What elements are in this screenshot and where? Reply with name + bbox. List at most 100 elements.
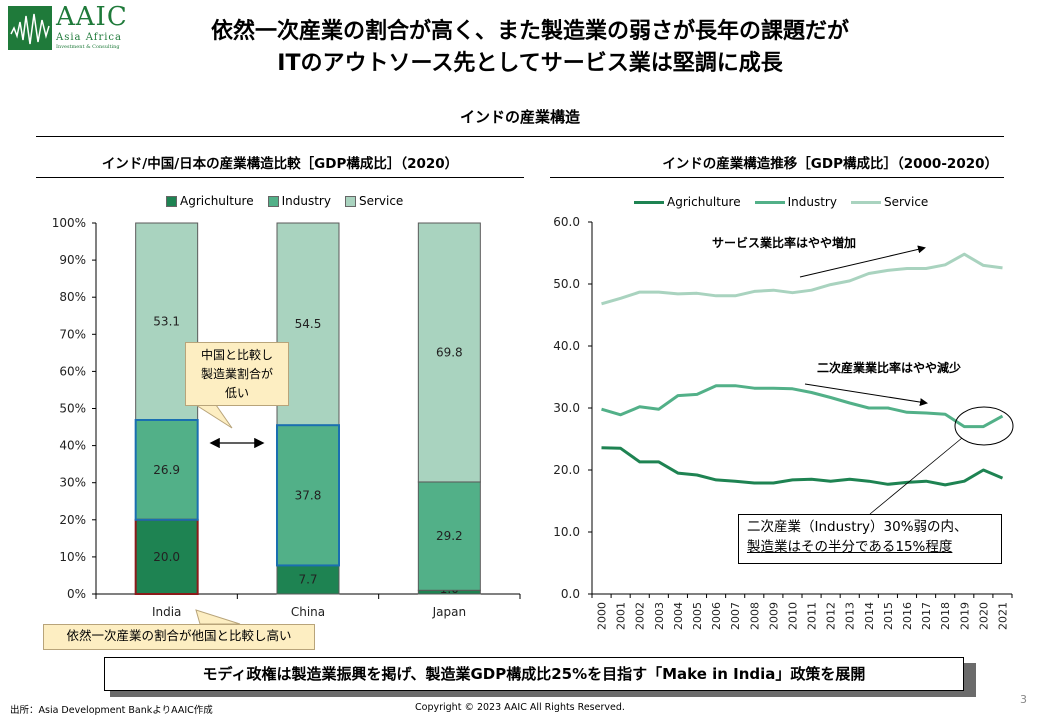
manufacturing-note: 二次産業（Industry）30%弱の内、 製造業はその半分である15%程度 <box>738 514 1002 564</box>
line-x-tick-label: 2009 <box>767 602 780 630</box>
line-chart-divider <box>550 177 1004 178</box>
line-y-tick-label: 50.0 <box>553 277 580 291</box>
section-divider <box>36 136 1004 137</box>
line-x-tick-label: 2005 <box>691 602 704 630</box>
annotation-industry-down: 二次産業業比率はやや減少 <box>817 361 962 375</box>
line-chart-legend: Agrichulture Industry Service <box>634 195 928 209</box>
legend-line <box>634 200 664 204</box>
line-y-tick-label: 30.0 <box>553 401 580 415</box>
line-y-tick-label: 0.0 <box>561 587 580 601</box>
bar-y-tick-label: 50% <box>59 402 86 416</box>
industry-trend-arrow <box>804 383 928 407</box>
legend-swatch <box>166 195 177 207</box>
legend-line <box>754 200 785 204</box>
service-trend-arrow <box>799 245 926 278</box>
legend-swatch <box>344 195 356 207</box>
india-industry-highlight <box>134 419 199 521</box>
line-x-tick-label: 2003 <box>653 602 666 630</box>
copyright: Copyright © 2023 AAIC All Rights Reserve… <box>415 702 625 713</box>
bar-segment-japan-service <box>417 222 481 483</box>
bar-data-label: 69.8 <box>436 345 463 359</box>
legend-line <box>850 200 881 204</box>
page-number: 3 <box>1020 693 1027 706</box>
logo-line2: Investment & Consulting <box>56 44 120 50</box>
annotation-service-up: サービス業比率はやや増加 <box>712 236 857 250</box>
line-x-tick-label: 2004 <box>672 602 685 630</box>
bar-y-tick-label: 80% <box>59 290 86 304</box>
line-y-tick-label: 40.0 <box>553 339 580 353</box>
line-x-tick-label: 2012 <box>825 602 838 630</box>
callout-agri-high: 依然一次産業の割合が他国と比較し高い <box>43 624 315 650</box>
bar-x-tick-label: Japan <box>432 605 466 619</box>
bar-y-tick-label: 90% <box>59 253 86 267</box>
line-y-tick-label: 10.0 <box>553 525 580 539</box>
bar-segment-china-industry <box>276 424 340 566</box>
bar-chart-divider <box>36 177 524 178</box>
bar-chart-legend: Agrichulture Industry Service <box>166 194 403 208</box>
bar-data-label: 29.2 <box>436 529 463 543</box>
bar-y-tick-label: 30% <box>59 476 86 490</box>
bar-data-label: 37.8 <box>295 488 322 502</box>
line-x-tick-label: 2016 <box>901 602 914 630</box>
legend-item-agriculture: Agrichulture <box>634 195 741 209</box>
line-x-tick-label: 2015 <box>882 602 895 630</box>
bar-segment-japan-industry <box>417 481 481 591</box>
logo-line1: Asia Africa <box>56 32 122 43</box>
bar-x-tick-label: China <box>291 605 325 619</box>
legend-item-agriculture: Agrichulture <box>166 194 254 208</box>
series-line-service <box>601 252 1003 306</box>
line-y-tick-label: 60.0 <box>553 215 580 229</box>
policy-banner: モディ政権は製造業振興を掲げ、製造業GDP構成比25%を目指す「Make in … <box>104 657 964 691</box>
legend-item-industry: Industry <box>754 195 837 209</box>
series-line-industry <box>601 384 1004 429</box>
page-title: 依然一次産業の割合が高く、また製造業の弱さが長年の課題だが ITのアウトソース先… <box>120 16 940 80</box>
line-y-tick-label: 20.0 <box>553 463 580 477</box>
bar-data-label: 20.0 <box>153 550 180 564</box>
bar-y-tick-label: 60% <box>59 364 86 378</box>
line-x-tick-label: 2008 <box>748 602 761 630</box>
bar-data-label: 7.7 <box>298 573 317 587</box>
note-leader-line <box>869 437 963 515</box>
line-x-tick-label: 2013 <box>844 602 857 630</box>
line-x-tick-label: 2019 <box>958 602 971 630</box>
line-x-tick-label: 2017 <box>920 602 933 630</box>
bar-y-tick-label: 10% <box>59 550 86 564</box>
line-chart-title: インドの産業構造推移［GDP構成比］（2000-2020） <box>662 156 998 172</box>
line-x-tick-label: 2007 <box>729 602 742 630</box>
title-line-2: ITのアウトソース先としてサービス業は堅調に成長 <box>277 51 783 76</box>
bar-segment-india-industry <box>135 419 199 521</box>
callout-china-compare: 中国と比較し 製造業割合が 低い <box>185 342 289 406</box>
legend-item-service: Service <box>344 194 403 208</box>
industry-dip-circle <box>954 406 1014 446</box>
bar-x-tick-label: India <box>152 605 181 619</box>
legend-swatch <box>267 195 279 207</box>
bar-data-label: 54.5 <box>295 317 322 331</box>
bar-y-tick-label: 20% <box>59 513 86 527</box>
line-x-tick-label: 2001 <box>615 602 628 630</box>
line-x-tick-label: 2010 <box>786 602 799 630</box>
bar-y-tick-label: 70% <box>59 327 86 341</box>
legend-item-service: Service <box>850 195 928 209</box>
series-line-agrichulture <box>601 446 1004 487</box>
bar-y-tick-label: 100% <box>52 216 86 230</box>
line-x-tick-label: 2002 <box>634 602 647 630</box>
section-title: インドの産業構造 <box>459 108 580 126</box>
china-industry-highlight <box>276 424 340 567</box>
bar-y-tick-label: 40% <box>59 439 86 453</box>
title-line-1: 依然一次産業の割合が高く、また製造業の弱さが長年の課題だが <box>210 19 849 44</box>
line-x-tick-label: 2020 <box>977 602 990 630</box>
bar-chart-title: インド/中国/日本の産業構造比較［GDP構成比］（2020） <box>101 156 459 172</box>
source-note: 出所：Asia Development BankよりAAIC作成 <box>10 705 213 716</box>
line-x-tick-label: 2021 <box>996 602 1009 630</box>
legend-item-industry: Industry <box>267 194 331 208</box>
logo-wave-icon <box>8 6 52 50</box>
logo-brand: AAIC <box>56 2 128 32</box>
line-x-tick-label: 2011 <box>806 602 819 630</box>
bar-y-tick-label: 0% <box>67 587 86 601</box>
line-x-tick-label: 2018 <box>939 602 952 630</box>
bar-data-label: 26.9 <box>153 463 180 477</box>
line-x-tick-label: 2006 <box>710 602 723 630</box>
bar-data-label: 53.1 <box>153 315 180 329</box>
